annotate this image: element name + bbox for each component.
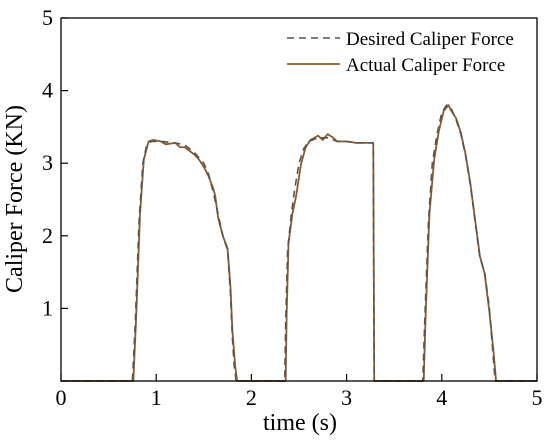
y-axis-label: Caliper Force (KN): [2, 105, 28, 293]
plot-frame: [60, 17, 538, 382]
x-tick-label: 2: [246, 385, 257, 410]
plot-area: [61, 104, 537, 382]
x-tick-label: 1: [151, 385, 162, 410]
y-tick-label: 5: [42, 5, 53, 30]
y-tick-label: 3: [42, 150, 53, 175]
legend-label-actual: Actual Caliper Force: [346, 55, 505, 76]
x-tick-label: 5: [532, 385, 543, 410]
series-line-desired: [61, 104, 537, 382]
y-tick-label: 4: [42, 78, 53, 103]
series-line-actual: [61, 104, 537, 382]
x-axis-label: time (s): [263, 410, 337, 436]
y-tick-label: 2: [42, 223, 53, 248]
legend-label-desired: Desired Caliper Force: [346, 29, 514, 50]
axes: 0 1 2 3 4 5 1 2 3 4 5: [42, 5, 543, 410]
x-tick-label: 3: [341, 385, 352, 410]
x-tick-label: 0: [56, 385, 67, 410]
legend: Desired Caliper Force Actual Caliper For…: [287, 29, 514, 76]
x-tick-label: 4: [436, 385, 447, 410]
y-tick-label: 1: [42, 295, 53, 320]
